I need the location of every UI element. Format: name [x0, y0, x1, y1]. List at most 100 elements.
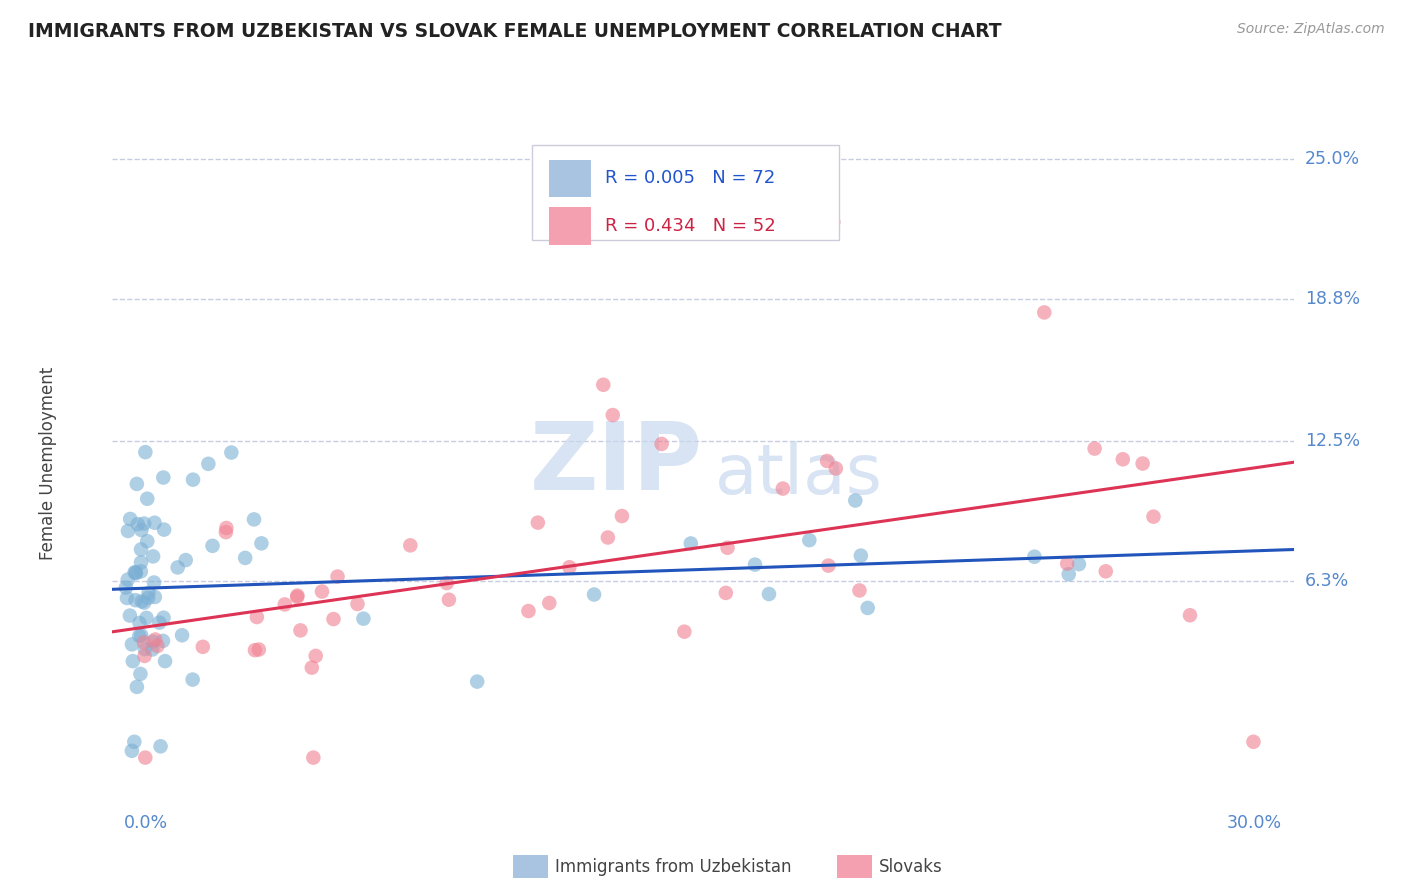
Point	[124, 593, 146, 607]
Point	[1024, 549, 1046, 564]
Bar	[550, 207, 591, 244]
Point	[121, 744, 143, 758]
Point	[714, 586, 737, 600]
Text: 18.8%: 18.8%	[1305, 290, 1360, 308]
Point	[136, 534, 159, 549]
Text: Slovaks: Slovaks	[879, 858, 942, 876]
Point	[844, 493, 866, 508]
Point	[856, 601, 879, 615]
Point	[129, 556, 152, 570]
Point	[849, 549, 872, 563]
Point	[305, 648, 328, 663]
Point	[716, 541, 738, 555]
Point	[117, 573, 139, 587]
Text: atlas: atlas	[714, 441, 883, 508]
Point	[181, 673, 204, 687]
Point	[135, 611, 157, 625]
Text: R = 0.005   N = 72: R = 0.005 N = 72	[605, 169, 775, 187]
Point	[436, 576, 458, 591]
Text: Source: ZipAtlas.com: Source: ZipAtlas.com	[1237, 22, 1385, 37]
Point	[322, 612, 344, 626]
Text: 0.0%: 0.0%	[124, 814, 169, 832]
Point	[346, 597, 368, 611]
Point	[201, 539, 224, 553]
Point	[170, 628, 193, 642]
Point	[610, 509, 633, 524]
Point	[233, 550, 256, 565]
Point	[118, 608, 141, 623]
Point	[824, 461, 846, 475]
Text: Female Unemployment: Female Unemployment	[38, 368, 56, 560]
Text: 25.0%: 25.0%	[1305, 150, 1360, 168]
Point	[243, 643, 266, 657]
Point	[149, 739, 172, 754]
Point	[136, 491, 159, 506]
Point	[120, 512, 142, 526]
Point	[142, 634, 165, 648]
Point	[465, 674, 488, 689]
Point	[247, 642, 270, 657]
Point	[191, 640, 214, 654]
Point	[131, 594, 153, 608]
Point	[311, 584, 333, 599]
Point	[592, 377, 614, 392]
Point	[134, 750, 156, 764]
Point	[1142, 509, 1164, 524]
Point	[290, 624, 312, 638]
Point	[152, 633, 174, 648]
Point	[124, 735, 146, 749]
Point	[125, 680, 148, 694]
Point	[1056, 557, 1078, 571]
Point	[602, 408, 624, 422]
Point	[134, 445, 156, 459]
Point	[146, 639, 169, 653]
Point	[799, 533, 821, 548]
Point	[152, 470, 174, 484]
Point	[125, 566, 148, 581]
Point	[129, 666, 152, 681]
Point	[153, 523, 176, 537]
Text: IMMIGRANTS FROM UZBEKISTAN VS SLOVAK FEMALE UNEMPLOYMENT CORRELATION CHART: IMMIGRANTS FROM UZBEKISTAN VS SLOVAK FEM…	[28, 22, 1001, 41]
Point	[651, 437, 673, 451]
Point	[1033, 305, 1056, 319]
Point	[848, 583, 870, 598]
Text: ZIP: ZIP	[530, 417, 703, 510]
Point	[125, 566, 148, 580]
Point	[124, 566, 146, 580]
Point	[174, 553, 197, 567]
Point	[128, 615, 150, 630]
Point	[527, 516, 550, 530]
Point	[679, 536, 702, 550]
Text: 30.0%: 30.0%	[1227, 814, 1282, 832]
Point	[117, 524, 139, 538]
FancyBboxPatch shape	[531, 145, 839, 240]
Point	[143, 516, 166, 530]
Point	[129, 628, 152, 642]
Point	[148, 615, 170, 630]
Point	[121, 637, 143, 651]
Point	[437, 592, 460, 607]
Point	[285, 590, 308, 604]
Point	[115, 591, 138, 605]
Point	[301, 660, 323, 674]
Point	[558, 560, 581, 574]
Point	[143, 632, 166, 647]
Point	[143, 590, 166, 604]
Point	[596, 531, 619, 545]
Point	[1112, 452, 1135, 467]
Point	[815, 454, 838, 468]
Point	[215, 525, 238, 540]
Point	[134, 596, 156, 610]
Text: Immigrants from Uzbekistan: Immigrants from Uzbekistan	[555, 858, 792, 876]
Point	[132, 516, 155, 531]
Point	[197, 457, 219, 471]
Point	[1241, 735, 1264, 749]
Point	[1084, 442, 1107, 456]
Point	[243, 512, 266, 526]
Point	[153, 654, 176, 668]
Point	[1094, 564, 1116, 578]
Point	[772, 482, 794, 496]
Point	[143, 575, 166, 590]
Point	[152, 611, 174, 625]
Point	[132, 635, 155, 649]
